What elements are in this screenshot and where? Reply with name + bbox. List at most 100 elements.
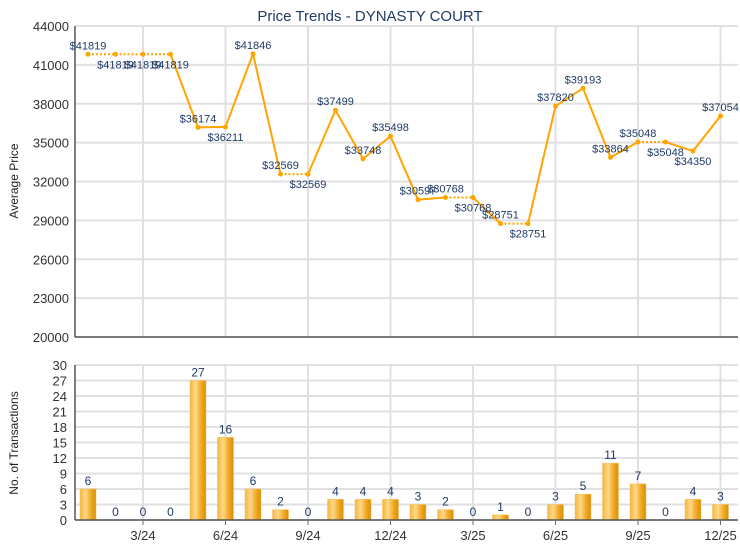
x-tick-label: 3/25 (460, 528, 485, 543)
bottom-y-axis-label: No. of Transactions (7, 391, 21, 494)
top-y-tick-label: 41000 (33, 58, 69, 73)
price-line-segment (253, 54, 281, 174)
bar-data-label: 0 (470, 505, 477, 519)
price-data-label: $32569 (262, 160, 299, 172)
price-data-label: $35048 (620, 128, 657, 140)
price-point (168, 52, 173, 57)
bar-data-label: 4 (360, 484, 367, 498)
price-point (718, 114, 723, 119)
bar-data-label: 4 (332, 484, 339, 498)
transaction-bar (575, 494, 591, 520)
price-data-label: $41819 (152, 59, 189, 71)
price-data-label: $34350 (675, 156, 712, 168)
transaction-bar (273, 510, 289, 520)
bottom-y-tick-label: 3 (60, 498, 67, 513)
price-data-label: $32569 (290, 179, 327, 191)
price-data-label: $41819 (70, 40, 107, 52)
price-point (278, 172, 283, 177)
bottom-y-tick-label: 24 (53, 389, 67, 404)
top-y-tick-label: 35000 (33, 136, 69, 151)
price-point (608, 155, 613, 160)
price-point (388, 134, 393, 139)
top-y-tick-label: 44000 (33, 19, 69, 34)
price-point (416, 197, 421, 202)
price-point (581, 86, 586, 91)
transaction-bar (383, 499, 399, 520)
bar-data-label: 3 (717, 490, 724, 504)
price-point (526, 221, 531, 226)
transaction-bar (685, 499, 701, 520)
bar-data-label: 5 (580, 479, 587, 493)
bar-data-label: 2 (442, 495, 449, 509)
price-data-label: $33864 (592, 143, 629, 155)
top-y-tick-label: 20000 (33, 330, 69, 345)
price-point (498, 221, 503, 226)
price-point (196, 125, 201, 130)
bottom-y-tick-label: 18 (53, 420, 67, 435)
price-data-label: $28751 (510, 229, 547, 241)
bar-data-label: 4 (690, 484, 697, 498)
price-point (553, 104, 558, 109)
x-tick-label: 9/25 (625, 528, 650, 543)
top-y-tick-label: 29000 (33, 213, 69, 228)
bar-data-label: 0 (525, 505, 532, 519)
x-tick-label: 12/25 (704, 528, 737, 543)
price-data-label: $28751 (482, 210, 519, 222)
bar-data-label: 0 (112, 505, 119, 519)
bar-data-label: 0 (167, 505, 174, 519)
price-point (223, 124, 228, 129)
price-data-label: $36174 (180, 113, 217, 125)
bar-data-label: 0 (305, 505, 312, 519)
price-data-label: $39193 (565, 74, 602, 86)
price-point (333, 108, 338, 113)
price-point (361, 156, 366, 161)
bar-data-label: 11 (604, 448, 617, 462)
bar-data-label: 3 (415, 490, 422, 504)
bottom-y-tick-label: 6 (60, 482, 67, 497)
transaction-bar (355, 499, 371, 520)
chart-title: Price Trends - DYNASTY COURT (257, 8, 482, 25)
bar-data-label: 7 (635, 469, 642, 483)
price-point (691, 149, 696, 154)
top-y-tick-label: 26000 (33, 252, 69, 267)
transaction-bar (713, 505, 729, 521)
price-data-label: $33748 (345, 145, 382, 157)
price-line-chart: 2000023000260002900032000350003800041000… (33, 19, 739, 345)
price-point (113, 52, 118, 57)
transaction-bar (190, 381, 206, 521)
transaction-bar (630, 484, 646, 520)
price-data-label: $37054 (702, 102, 739, 114)
bar-data-label: 1 (497, 500, 504, 514)
transaction-bar (493, 515, 509, 520)
price-point (636, 140, 641, 145)
price-data-label: $30768 (427, 183, 464, 195)
price-data-label: $35498 (372, 122, 409, 134)
transaction-bar (603, 463, 619, 520)
x-tick-label: 6/24 (213, 528, 238, 543)
bottom-y-tick-label: 9 (60, 467, 67, 482)
price-point (306, 172, 311, 177)
x-tick-label: 12/24 (374, 528, 407, 543)
transaction-bar (410, 505, 426, 521)
bar-data-label: 6 (85, 474, 92, 488)
price-line-segment (418, 197, 446, 199)
bottom-y-tick-label: 27 (53, 374, 67, 389)
price-line-segment (693, 116, 721, 151)
x-tick-label: 9/24 (295, 528, 320, 543)
x-tick-label: 3/24 (130, 528, 155, 543)
top-y-tick-label: 32000 (33, 175, 69, 190)
price-line-segment (528, 106, 556, 224)
price-point (86, 52, 91, 57)
price-point (443, 195, 448, 200)
bar-data-label: 16 (219, 422, 233, 436)
bar-data-label: 3 (552, 490, 559, 504)
bottom-y-tick-label: 12 (53, 451, 67, 466)
transaction-bar (328, 499, 344, 520)
price-point (663, 140, 668, 145)
top-y-tick-label: 38000 (33, 97, 69, 112)
bar-data-label: 0 (662, 505, 669, 519)
price-data-label: $37499 (317, 96, 354, 108)
